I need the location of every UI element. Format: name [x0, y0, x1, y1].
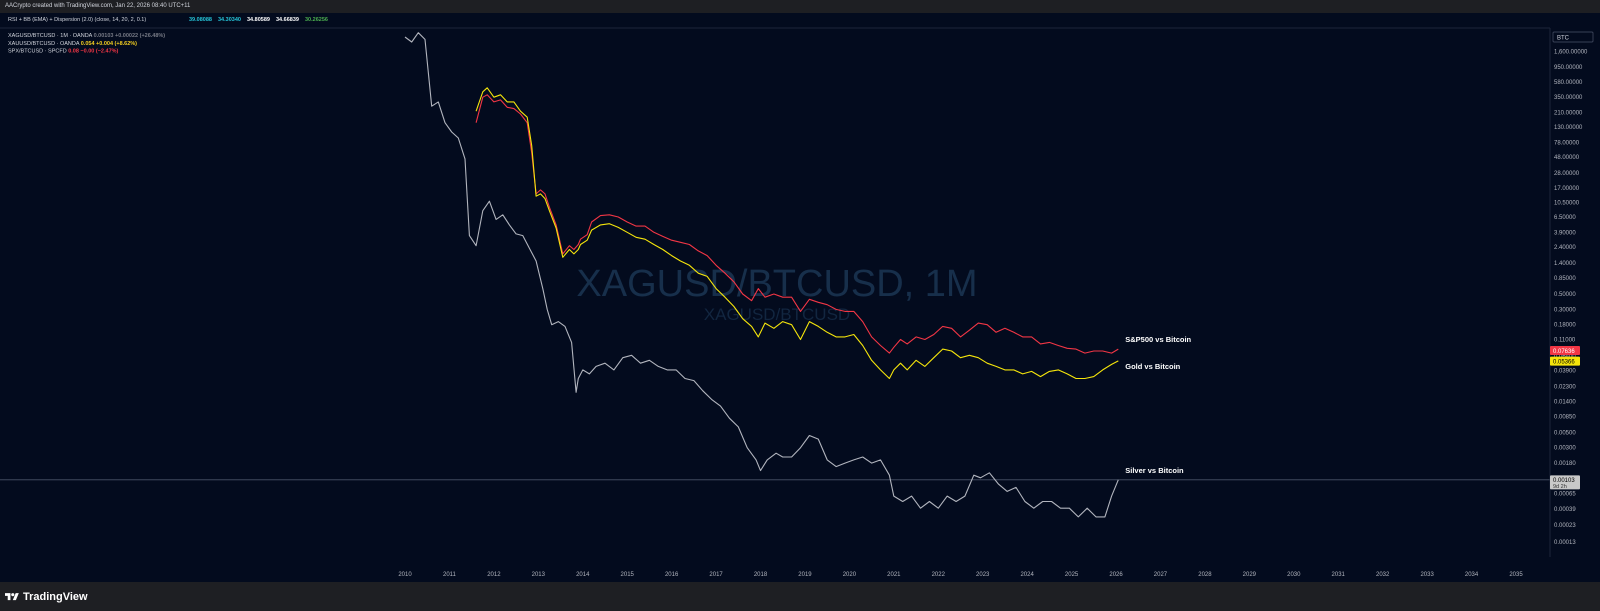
indicator-value: 39.08088: [189, 17, 212, 23]
x-tick-label: 2015: [621, 572, 635, 578]
y-tick-label: 0.00300: [1554, 446, 1576, 452]
x-tick-label: 2019: [798, 572, 812, 578]
x-tick-label: 2024: [1020, 572, 1034, 578]
y-tick-label: 0.00039: [1554, 507, 1576, 513]
y-tick-label: 350.00000: [1554, 95, 1583, 101]
series-line-s-p500-vs-bitcoin: [475, 94, 1119, 354]
y-tick-label: 0.00850: [1554, 414, 1576, 420]
x-tick-label: 2010: [398, 572, 412, 578]
indicator-value: 30.26256: [305, 17, 328, 23]
x-tick-label: 2020: [843, 572, 857, 578]
y-tick-label: 0.00023: [1554, 523, 1576, 529]
tradingview-logo-icon: [5, 593, 19, 601]
x-tick-label: 2023: [976, 572, 990, 578]
y-tick-label: 950.00000: [1554, 65, 1583, 71]
y-tick-label: 78.00000: [1554, 140, 1580, 146]
x-tick-label: 2029: [1243, 572, 1257, 578]
x-tick-label: 2031: [1332, 572, 1346, 578]
y-tick-label: 10.50000: [1554, 201, 1580, 207]
y-tick-label: 0.01400: [1554, 399, 1576, 405]
legend-row: XAUUSD/BTCUSD · OANDA 0.054 +0.004 (+8.6…: [8, 41, 137, 47]
x-tick-label: 2026: [1109, 572, 1123, 578]
x-tick-label: 2034: [1465, 572, 1479, 578]
y-tick-label: 3.90000: [1554, 230, 1576, 236]
y-tick-label: 0.00180: [1554, 461, 1576, 467]
x-tick-label: 2012: [487, 572, 501, 578]
price-badge-label: 0.00103: [1553, 478, 1575, 484]
x-tick-label: 2017: [709, 572, 723, 578]
series-line-silver-vs-bitcoin: [404, 32, 1119, 518]
y-tick-label: 210.00000: [1554, 111, 1583, 117]
chart-area[interactable]: RSI + BB (EMA) + Dispersion (2.0) (close…: [0, 13, 1600, 582]
credit-text: AACrypto created with TradingView.com, J…: [5, 3, 191, 9]
y-tick-label: 1,600.00000: [1554, 50, 1588, 56]
x-tick-label: 2016: [665, 572, 679, 578]
indicator-value: 34.30340: [218, 17, 241, 23]
credit-bar: AACrypto created with TradingView.com, J…: [0, 0, 1600, 13]
y-tick-label: 0.18000: [1554, 323, 1576, 329]
x-tick-label: 2022: [932, 572, 946, 578]
x-tick-label: 2032: [1376, 572, 1390, 578]
price-badge: [1550, 475, 1580, 490]
series-label: Gold vs Bitcoin: [1125, 362, 1180, 371]
indicator-value: 34.80589: [247, 17, 270, 23]
legend-row: SPX/BTCUSD · SPCFD 0.08 −0.00 (−2.47%): [8, 49, 119, 55]
y-tick-label: 580.00000: [1554, 80, 1583, 86]
legend-row: XAGUSD/BTCUSD · 1M · OANDA 0.00103 +0.00…: [8, 33, 165, 39]
x-tick-label: 2021: [887, 572, 901, 578]
y-tick-label: 0.00013: [1554, 540, 1576, 546]
x-tick-label: 2033: [1420, 572, 1434, 578]
y-tick-label: 0.00065: [1554, 492, 1576, 498]
currency-badge: [1552, 31, 1594, 43]
indicator-label: RSI + BB (EMA) + Dispersion (2.0) (close…: [8, 17, 146, 23]
y-tick-label: 0.50000: [1554, 292, 1576, 298]
indicator-value: 34.66839: [276, 17, 299, 23]
x-tick-label: 2028: [1198, 572, 1212, 578]
y-tick-label: 2.40000: [1554, 245, 1576, 251]
price-badge-label: 0.05366: [1553, 359, 1575, 365]
y-tick-label: 0.85000: [1554, 276, 1576, 282]
y-tick-label: 48.00000: [1554, 155, 1580, 161]
y-tick-label: 130.00000: [1554, 125, 1583, 131]
price-chart[interactable]: RSI + BB (EMA) + Dispersion (2.0) (close…: [0, 13, 1600, 582]
series-line-gold-vs-bitcoin: [475, 87, 1119, 380]
footer: TradingView: [0, 582, 1600, 611]
y-tick-label: 0.30000: [1554, 307, 1576, 313]
x-tick-label: 2030: [1287, 572, 1301, 578]
price-badge-label: 0.07636: [1553, 349, 1575, 355]
price-badge-sub: 9d 2h: [1553, 484, 1567, 490]
y-tick-label: 0.02300: [1554, 385, 1576, 391]
tradingview-brand: TradingView: [23, 591, 88, 603]
y-tick-label: 28.00000: [1554, 171, 1580, 177]
series-label: Silver vs Bitcoin: [1125, 466, 1184, 475]
series-label: S&P500 vs Bitcoin: [1125, 335, 1191, 344]
price-badge: [1550, 356, 1580, 366]
x-tick-label: 2018: [754, 572, 768, 578]
currency-badge-label: BTC: [1557, 36, 1570, 42]
x-tick-label: 2014: [576, 572, 590, 578]
y-tick-label: 0.11000: [1554, 338, 1576, 344]
y-tick-label: 1.40000: [1554, 261, 1576, 267]
x-tick-label: 2035: [1509, 572, 1523, 578]
x-tick-label: 2027: [1154, 572, 1168, 578]
price-badge: [1550, 345, 1580, 355]
y-tick-label: 6.50000: [1554, 215, 1576, 221]
watermark-subtitle: XAGUSD/BTCUSD: [704, 305, 850, 324]
x-tick-label: 2013: [532, 572, 546, 578]
watermark-title: XAGUSD/BTCUSD, 1M: [576, 263, 977, 305]
x-tick-label: 2025: [1065, 572, 1079, 578]
y-tick-label: 0.00500: [1554, 430, 1576, 436]
y-tick-label: 0.03900: [1554, 369, 1576, 375]
x-tick-label: 2011: [443, 572, 457, 578]
y-tick-label: 17.00000: [1554, 186, 1580, 192]
